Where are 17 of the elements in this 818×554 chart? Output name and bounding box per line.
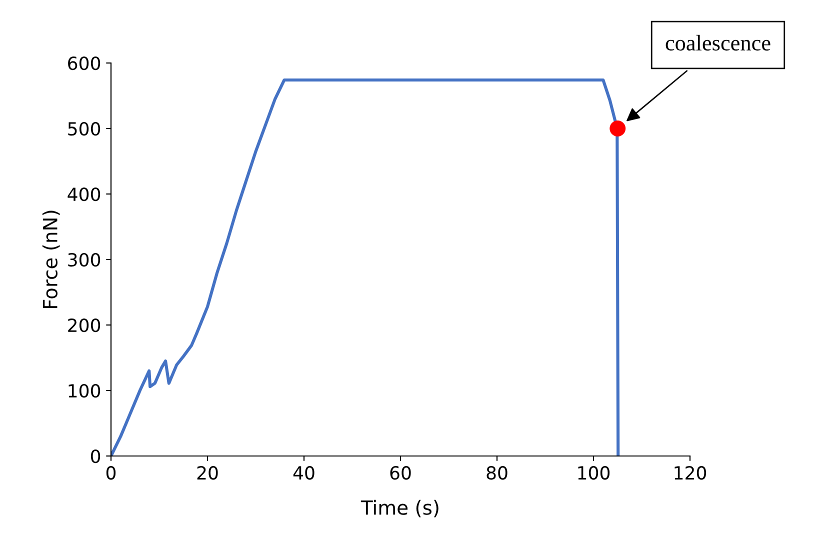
y-tick-label: 300 (68, 252, 100, 267)
x-tick-label: 80 (486, 466, 508, 480)
y-axis-title: Force (nN) (42, 210, 60, 308)
x-tick-label: 120 (674, 466, 706, 480)
x-tick-label: 60 (390, 466, 411, 480)
x-tick-label: 0 (106, 466, 116, 480)
x-tick-label: 40 (293, 466, 314, 480)
text: coalescence (666, 34, 770, 51)
y-tick-label: 400 (68, 187, 100, 202)
y-tick-label: 500 (68, 122, 100, 136)
x-axis-title: Time (s) (360, 500, 438, 518)
y-tick-label: 200 (68, 318, 100, 332)
y-tick-label: 100 (68, 384, 100, 398)
y-tick-label: 600 (68, 56, 100, 70)
x-tick-label: 100 (578, 466, 610, 480)
y-tick-label: 0 (90, 449, 100, 464)
x-tick-label: 20 (197, 466, 218, 480)
